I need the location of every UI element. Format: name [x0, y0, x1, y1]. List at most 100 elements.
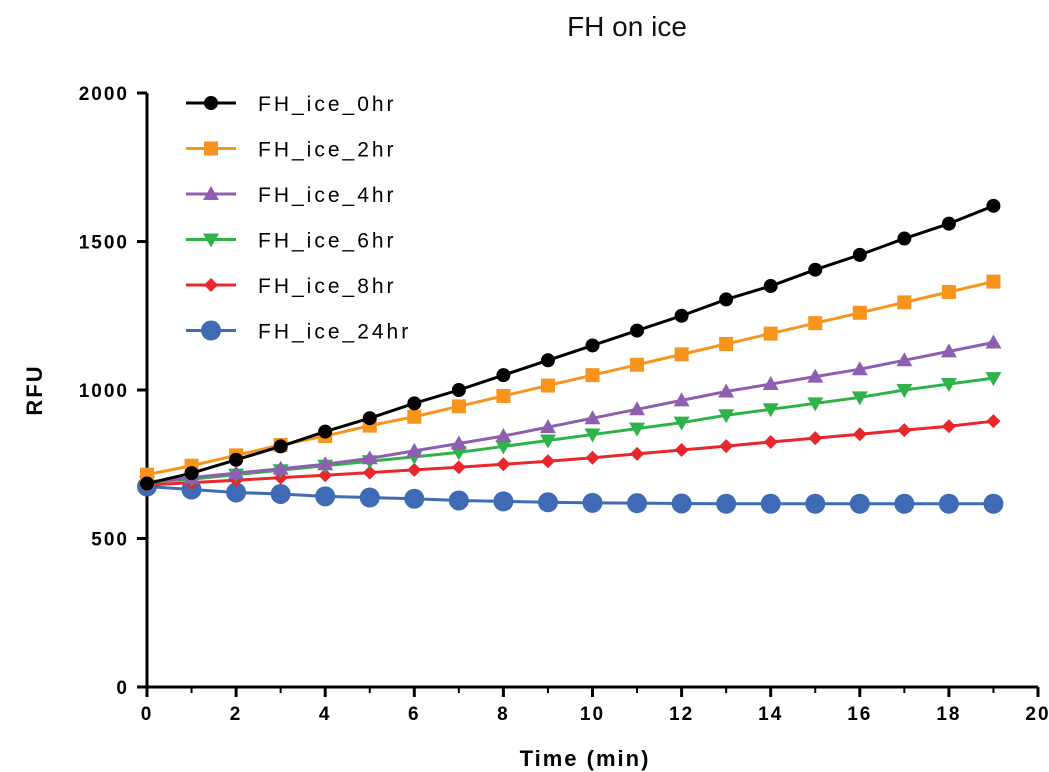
legend: FH_ice_0hr FH_ice_2hr FH_ice_4hr FH_ice_6hr…: [186, 93, 411, 344]
series-layer: [137, 198, 1004, 514]
data-point: [673, 416, 690, 431]
data-point: [986, 414, 1001, 429]
x-tick-label: 4: [319, 704, 332, 725]
data-point: [362, 411, 377, 426]
data-point: [450, 435, 467, 450]
data-point: [493, 491, 514, 512]
series-line: [146, 341, 994, 484]
data-point: [451, 383, 466, 397]
data-point: [808, 431, 823, 446]
x-tick-label: 8: [497, 704, 510, 725]
data-point: [584, 410, 601, 425]
data-point: [630, 446, 645, 461]
y-tick-label: 500: [91, 530, 129, 551]
data-point: [938, 493, 959, 514]
data-point: [985, 372, 1002, 387]
data-point: [448, 490, 469, 511]
data-point: [272, 460, 289, 475]
data-point: [496, 388, 511, 403]
data-point: [273, 439, 288, 454]
data-point: [584, 428, 601, 443]
data-point: [204, 141, 218, 156]
data-point: [807, 368, 824, 383]
data-point: [404, 488, 425, 509]
data-point: [537, 492, 558, 513]
data-point: [315, 486, 336, 507]
data-point: [808, 262, 823, 277]
data-point: [760, 493, 781, 514]
data-point: [539, 434, 556, 449]
data-point: [896, 352, 913, 367]
legend-label: FH_ice_24hr: [258, 321, 411, 344]
data-point: [451, 460, 466, 475]
data-point: [718, 383, 735, 398]
series-fh-ice-0hr: [140, 198, 1001, 491]
legend-item: FH_ice_6hr: [186, 230, 394, 253]
data-point: [719, 439, 734, 454]
data-point: [627, 493, 648, 514]
data-point: [894, 493, 915, 514]
legend-item: FH_ice_2hr: [186, 139, 397, 162]
data-point: [941, 284, 956, 299]
data-point: [674, 347, 689, 362]
series-line: [146, 204, 995, 486]
data-point: [361, 450, 378, 465]
data-point: [496, 457, 511, 472]
data-point: [630, 323, 645, 338]
x-tick-label: 2: [230, 704, 243, 725]
y-tick-label: 1500: [79, 233, 129, 254]
data-point: [407, 462, 422, 477]
data-point: [495, 428, 512, 443]
data-point: [763, 326, 778, 341]
y-tick-label: 1000: [79, 381, 129, 402]
legend-item: FH_ice_4hr: [186, 184, 394, 207]
data-point: [203, 233, 219, 248]
data-point: [582, 492, 603, 513]
series-fh-ice-24hr: [137, 476, 1004, 514]
series-fh-ice-4hr: [139, 334, 1002, 489]
data-point: [407, 396, 422, 411]
data-point: [540, 454, 555, 469]
data-point: [674, 442, 689, 457]
data-point: [716, 493, 737, 514]
data-point: [762, 376, 779, 391]
data-point: [629, 401, 646, 416]
data-point: [539, 419, 556, 434]
data-point: [763, 279, 778, 294]
x-tick-label: 16: [847, 704, 872, 725]
legend-item: FH_ice_24hr: [186, 320, 411, 344]
legend-item: FH_ice_8hr: [186, 275, 397, 298]
data-point: [450, 446, 467, 461]
data-point: [674, 308, 689, 323]
data-point: [359, 487, 380, 508]
data-point: [229, 452, 244, 467]
data-point: [718, 409, 735, 424]
data-point: [585, 338, 600, 353]
y-axis-label: RFU: [22, 364, 47, 415]
data-point: [940, 378, 957, 393]
chart-title: FH on ice: [567, 11, 687, 42]
data-point: [940, 343, 957, 358]
data-point: [630, 357, 645, 372]
legend-label: FH_ice_8hr: [258, 275, 397, 298]
data-point: [540, 378, 555, 393]
data-point: [585, 450, 600, 465]
data-point: [986, 274, 1001, 289]
data-point: [228, 465, 245, 480]
data-point: [985, 334, 1002, 349]
x-tick-label: 18: [936, 704, 961, 725]
data-point: [629, 422, 646, 437]
data-point: [317, 456, 334, 471]
data-point: [362, 465, 377, 480]
data-point: [719, 292, 734, 307]
data-point: [451, 399, 466, 414]
data-point: [495, 440, 512, 455]
legend-label: FH_ice_2hr: [258, 139, 397, 162]
x-tick-label: 6: [408, 704, 421, 725]
data-point: [270, 483, 291, 504]
data-point: [407, 409, 422, 424]
data-point: [849, 493, 870, 514]
data-point: [808, 316, 823, 331]
data-point: [585, 368, 600, 383]
